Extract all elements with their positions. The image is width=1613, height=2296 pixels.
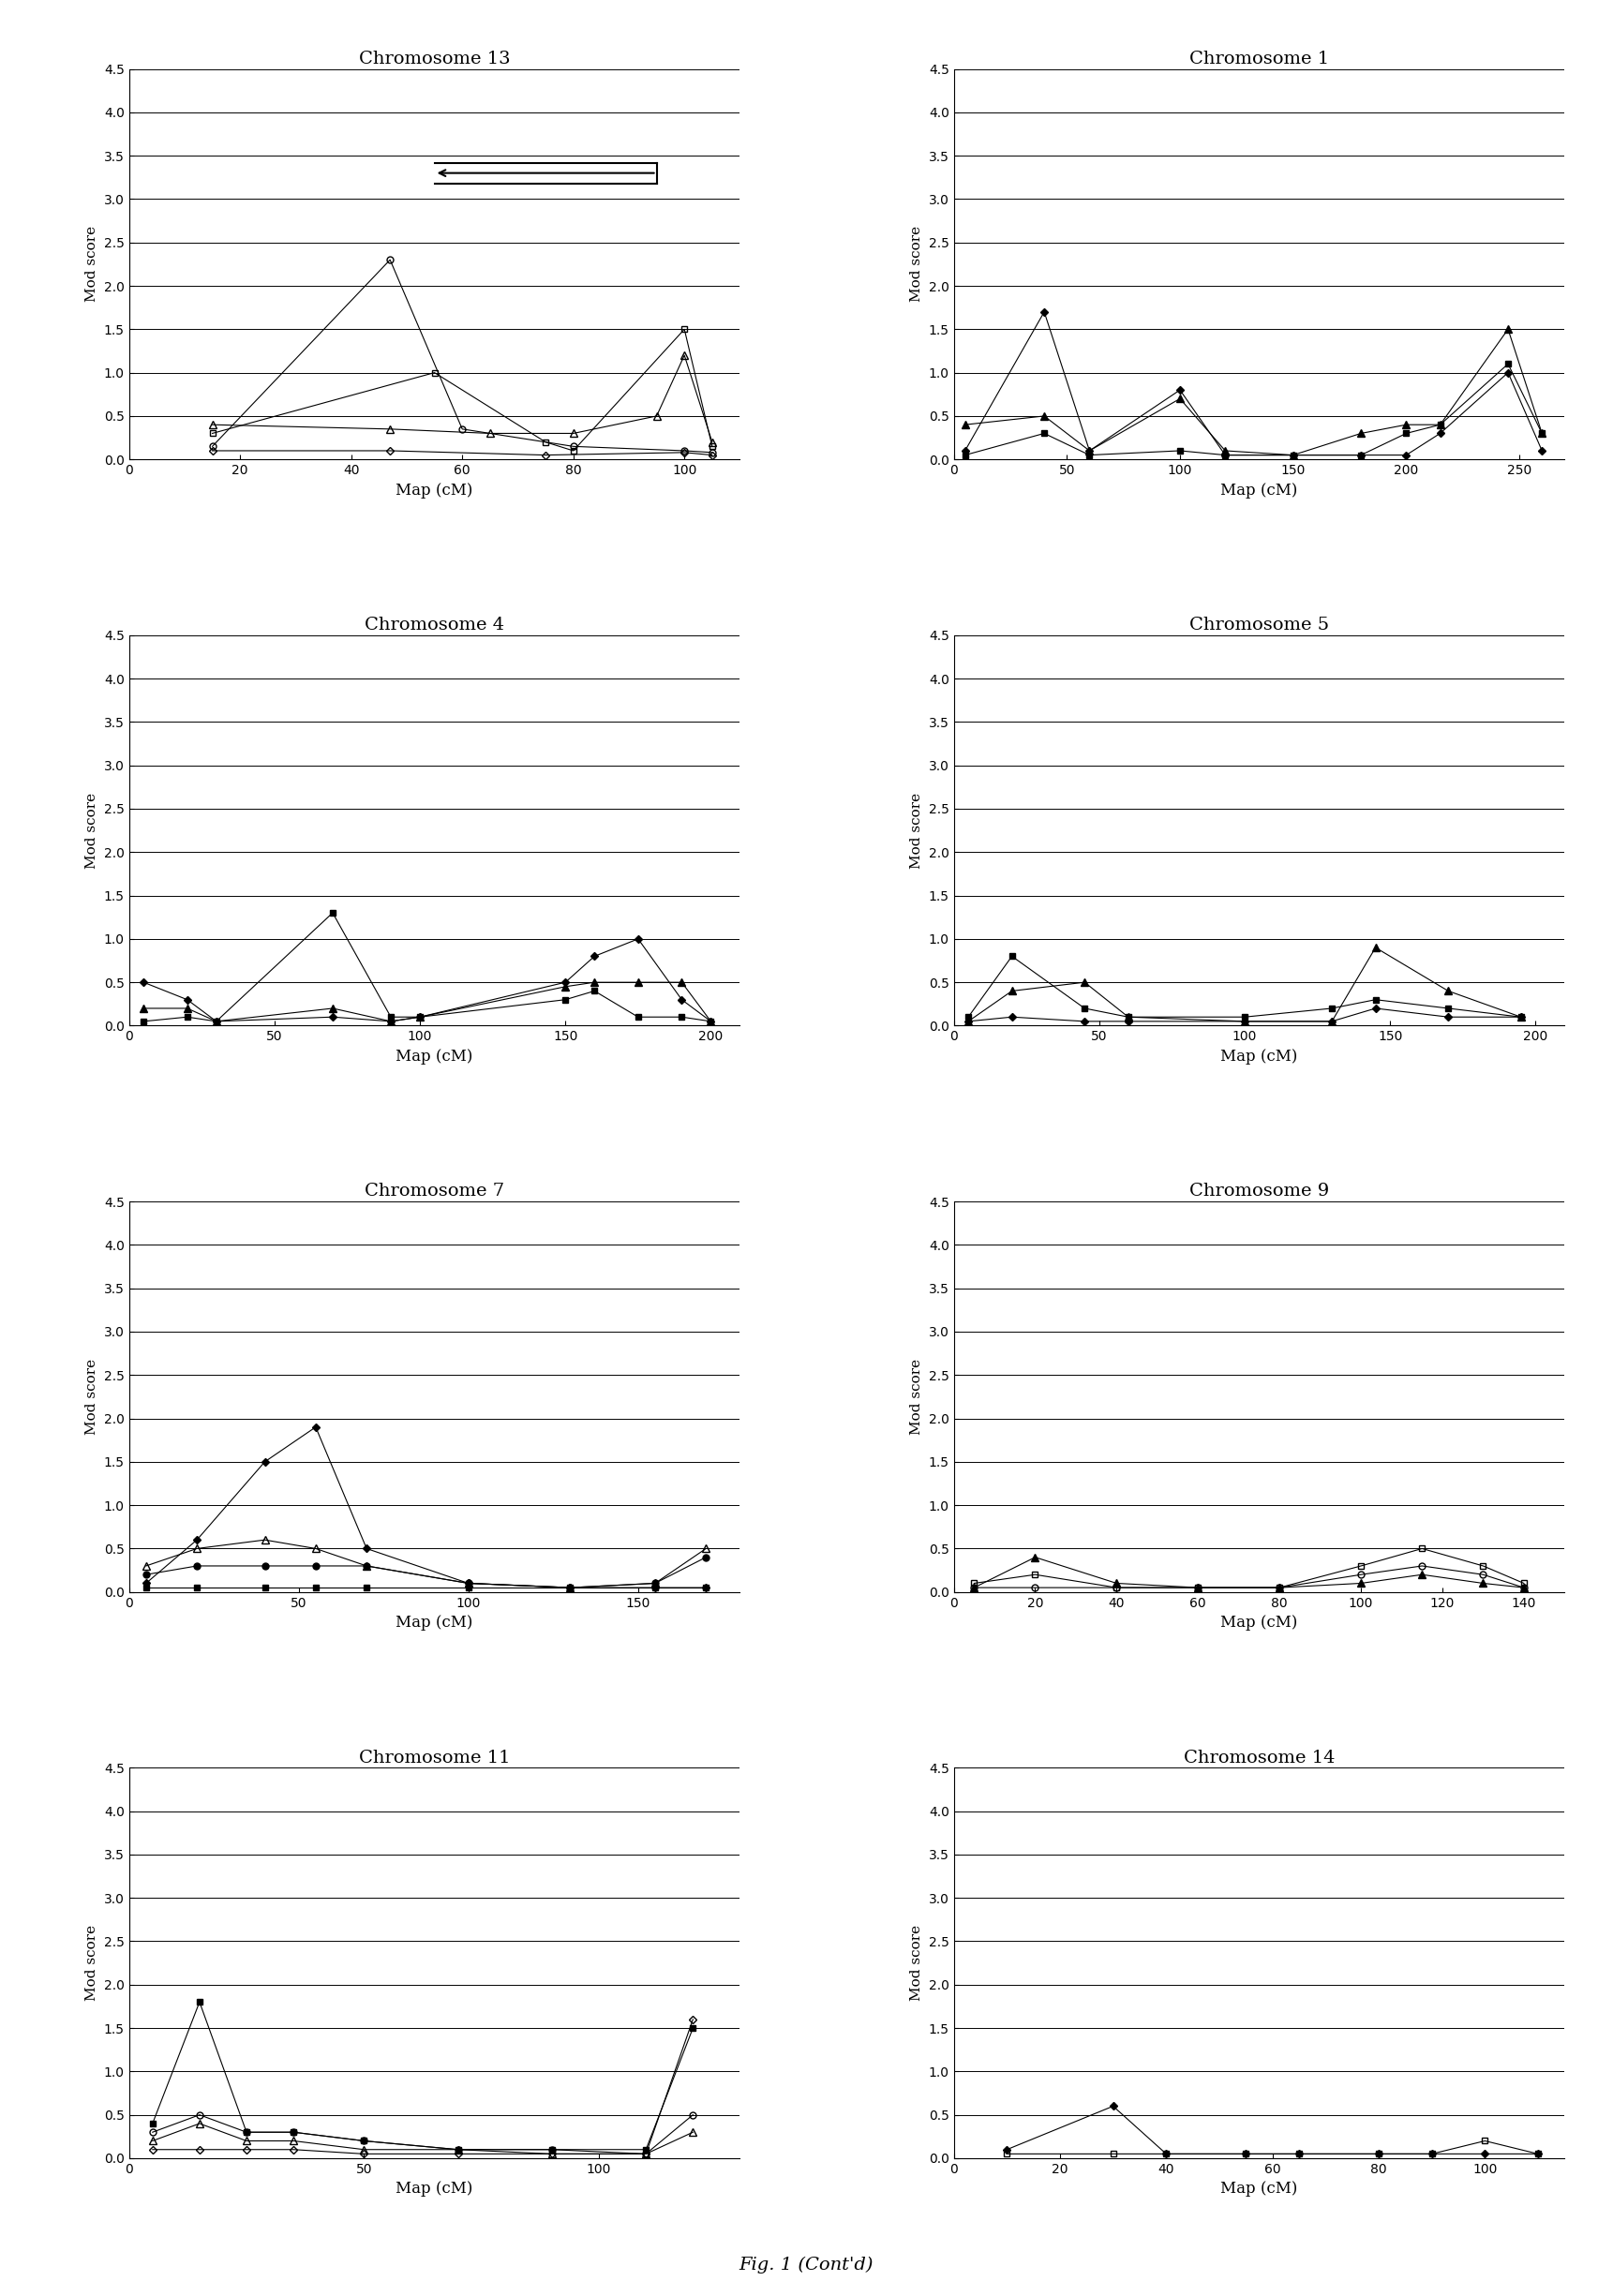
Title: Chromosome 9: Chromosome 9 <box>1189 1182 1329 1201</box>
X-axis label: Map (cM): Map (cM) <box>395 1614 473 1630</box>
X-axis label: Map (cM): Map (cM) <box>395 2181 473 2197</box>
Y-axis label: Mod score: Mod score <box>85 225 98 303</box>
Title: Chromosome 4: Chromosome 4 <box>365 618 505 634</box>
X-axis label: Map (cM): Map (cM) <box>395 482 473 498</box>
Title: Chromosome 11: Chromosome 11 <box>358 1750 510 1766</box>
X-axis label: Map (cM): Map (cM) <box>1221 1614 1298 1630</box>
Y-axis label: Mod score: Mod score <box>85 1924 98 2002</box>
Text: Fig. 1 (Cont'd): Fig. 1 (Cont'd) <box>739 2257 874 2273</box>
Y-axis label: Mod score: Mod score <box>910 1924 923 2002</box>
Y-axis label: Mod score: Mod score <box>85 1359 98 1435</box>
X-axis label: Map (cM): Map (cM) <box>1221 1049 1298 1065</box>
X-axis label: Map (cM): Map (cM) <box>1221 2181 1298 2197</box>
Title: Chromosome 13: Chromosome 13 <box>358 51 510 67</box>
Y-axis label: Mod score: Mod score <box>85 792 98 868</box>
Title: Chromosome 7: Chromosome 7 <box>365 1182 505 1201</box>
X-axis label: Map (cM): Map (cM) <box>1221 482 1298 498</box>
Title: Chromosome 1: Chromosome 1 <box>1189 51 1329 67</box>
X-axis label: Map (cM): Map (cM) <box>395 1049 473 1065</box>
Y-axis label: Mod score: Mod score <box>910 225 923 303</box>
Y-axis label: Mod score: Mod score <box>910 792 923 868</box>
Y-axis label: Mod score: Mod score <box>910 1359 923 1435</box>
Title: Chromosome 5: Chromosome 5 <box>1189 618 1329 634</box>
Title: Chromosome 14: Chromosome 14 <box>1184 1750 1336 1766</box>
